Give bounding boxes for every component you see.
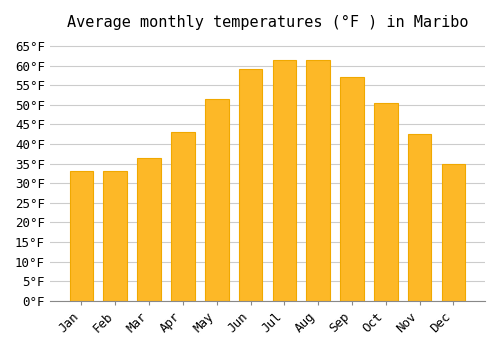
Bar	[340, 77, 364, 301]
Title: Average monthly temperatures (°F ) in Maribo: Average monthly temperatures (°F ) in Ma…	[66, 15, 468, 30]
Bar	[70, 172, 94, 301]
Bar	[138, 158, 161, 301]
Bar	[408, 134, 432, 301]
Bar	[272, 60, 296, 301]
Bar	[205, 99, 229, 301]
Bar	[306, 60, 330, 301]
Bar	[104, 172, 127, 301]
Bar	[238, 70, 262, 301]
Bar	[171, 132, 194, 301]
Bar	[374, 103, 398, 301]
Bar	[442, 163, 465, 301]
